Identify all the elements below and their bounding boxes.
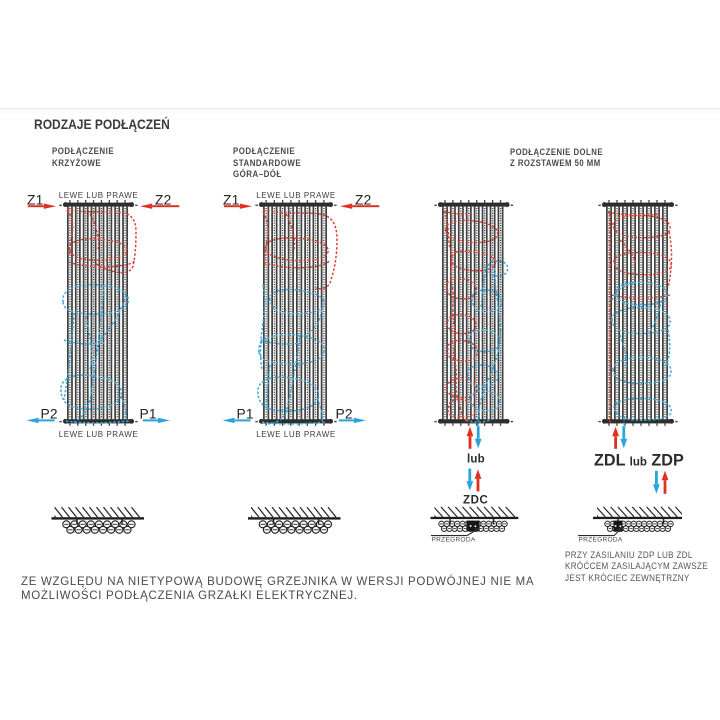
svg-text:LEWE LUB PRAWE: LEWE LUB PRAWE xyxy=(59,430,138,439)
svg-text:P1: P1 xyxy=(237,407,254,422)
svg-text:LEWE LUB PRAWE: LEWE LUB PRAWE xyxy=(256,191,335,200)
svg-text:ZDC: ZDC xyxy=(463,494,488,506)
svg-text:LEWE LUB PRAWE: LEWE LUB PRAWE xyxy=(59,191,138,200)
svg-text:ZDL lub ZDP: ZDL lub ZDP xyxy=(594,452,684,470)
svg-text:PRZEGRODA: PRZEGRODA xyxy=(432,537,476,544)
svg-text:Z2: Z2 xyxy=(355,192,372,207)
svg-text:LEWE LUB PRAWE: LEWE LUB PRAWE xyxy=(256,430,335,439)
svg-text:P2: P2 xyxy=(41,407,58,422)
svg-text:P1: P1 xyxy=(140,407,157,422)
svg-text:Z2: Z2 xyxy=(155,192,172,207)
svg-text:lub: lub xyxy=(467,454,485,466)
svg-text:Z1: Z1 xyxy=(27,192,44,207)
svg-text:PRZEGRODA: PRZEGRODA xyxy=(579,537,623,544)
svg-text:P2: P2 xyxy=(336,407,353,422)
svg-text:Z1: Z1 xyxy=(223,192,240,207)
